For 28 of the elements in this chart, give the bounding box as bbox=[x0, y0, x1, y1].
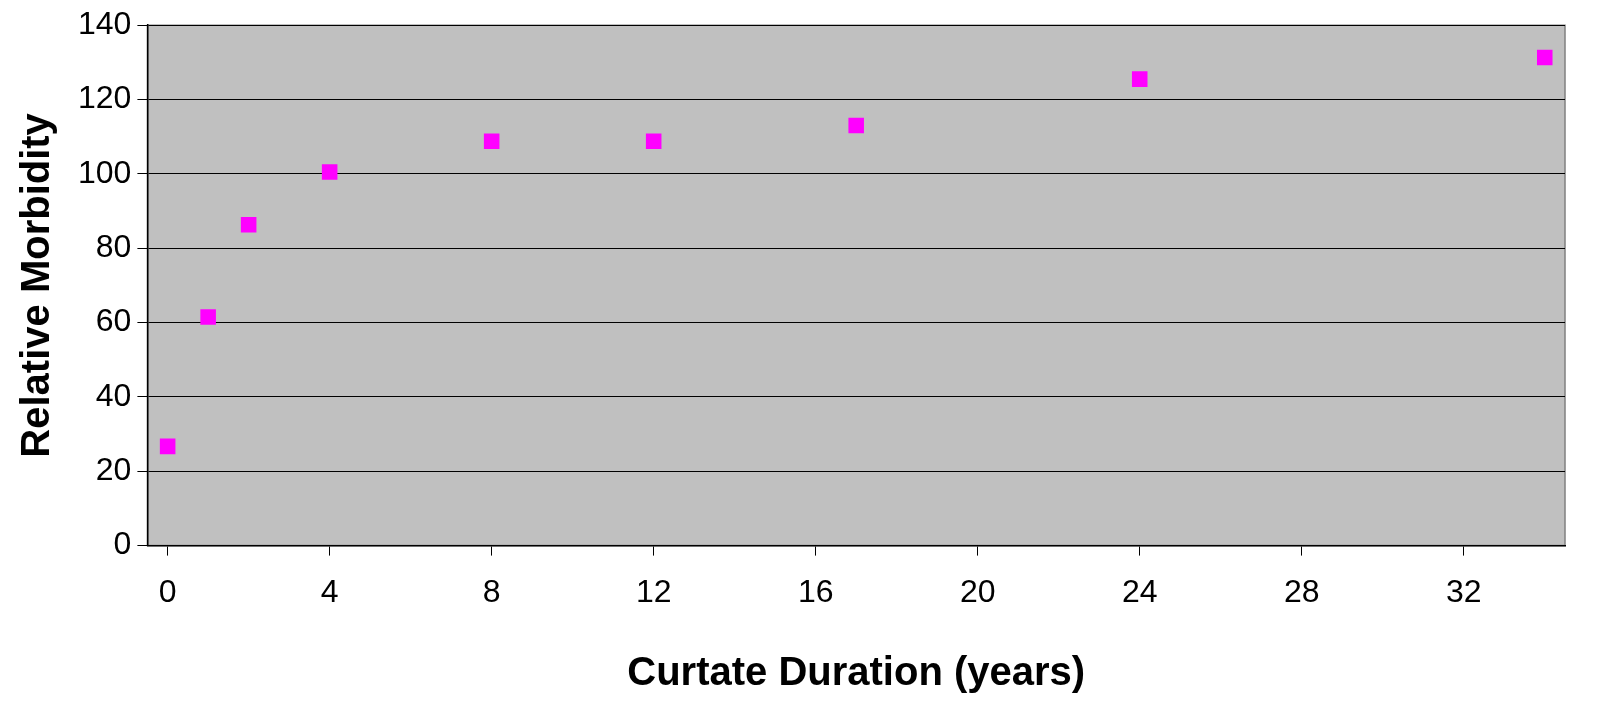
x-tick-label: 28 bbox=[1283, 572, 1320, 609]
point bbox=[848, 117, 864, 134]
x-tick-label: 0 bbox=[158, 572, 177, 609]
point bbox=[321, 164, 338, 180]
y-tick-label: 100 bbox=[78, 153, 132, 190]
point bbox=[1131, 71, 1148, 87]
x-tick-label: 4 bbox=[320, 572, 339, 609]
y-tick-label: 60 bbox=[95, 302, 132, 339]
x-tick-label: 8 bbox=[482, 572, 501, 609]
y-tick-label: 80 bbox=[95, 228, 132, 265]
x-tick-label: 20 bbox=[959, 572, 996, 609]
x-axis-title: Curtate Duration (years) bbox=[627, 649, 1086, 694]
y-axis-title: Relative Morbidity bbox=[13, 112, 58, 458]
point bbox=[240, 217, 257, 233]
point bbox=[159, 438, 176, 455]
y-tick-label: 140 bbox=[78, 5, 132, 42]
y-tick-label: 40 bbox=[95, 376, 132, 413]
point bbox=[200, 309, 216, 325]
x-tick-label: 32 bbox=[1445, 572, 1482, 609]
y-tick-label: 20 bbox=[95, 451, 132, 488]
point bbox=[483, 133, 500, 149]
x-tick-label: 24 bbox=[1121, 572, 1158, 609]
point bbox=[1536, 49, 1553, 66]
point bbox=[645, 133, 662, 149]
y-tick-label: 0 bbox=[113, 525, 132, 562]
x-tick-label: 12 bbox=[635, 572, 672, 609]
y-tick-label: 120 bbox=[78, 79, 132, 116]
x-tick-label: 16 bbox=[797, 572, 834, 609]
